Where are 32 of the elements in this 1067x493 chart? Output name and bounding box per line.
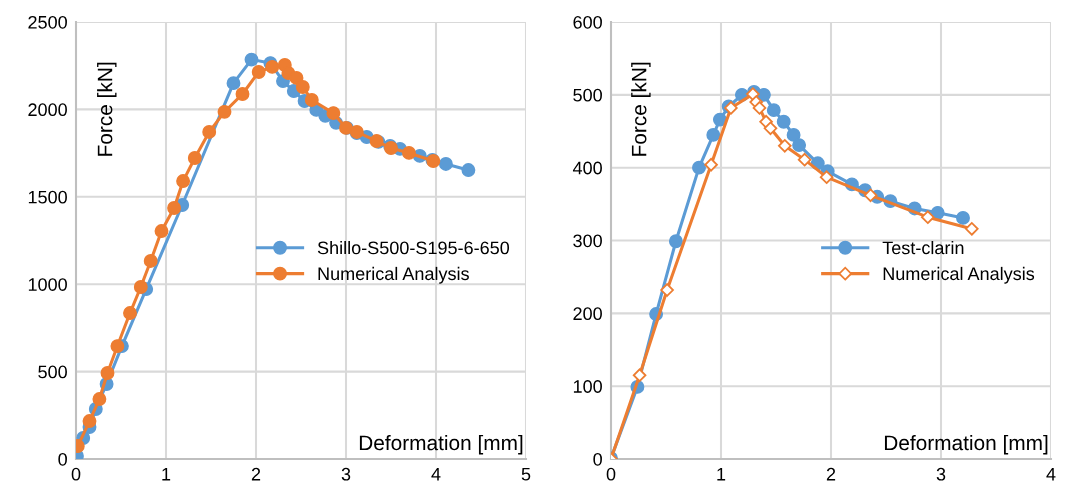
x-tick-label: 2 [826,467,836,481]
y-tick-label: 500 [38,365,67,379]
y-tick-label: 1000 [28,278,67,291]
x-tick-label: 5 [521,468,531,481]
y-tick-label: 0 [593,452,602,466]
y-axis-title: Force [kN] [631,62,651,156]
x-tick-label: 1 [162,468,171,481]
y-tick-label: 200 [573,307,602,321]
y-tick-label: 600 [573,15,602,29]
y-tick-label: 400 [572,161,602,175]
y-axis-title: Force [kN] [97,62,117,156]
x-tick-label: 1 [717,468,726,481]
x-tick-label: 4 [1046,468,1056,481]
x-tick-label: 4 [431,468,441,481]
y-tick-label: 1500 [28,190,67,204]
x-tick-label: 0 [606,467,616,481]
y-tick-label: 100 [573,380,602,393]
y-tick-label: 2000 [28,103,67,117]
y-tick-label: 500 [573,88,602,102]
legend-label: Test-clarin [882,241,964,255]
x-axis-title: Deformation [mm] [359,434,523,455]
legend-label: Numerical Analysis [318,266,469,284]
x-tick-label: 3 [341,467,351,481]
legend-label: Numerical Analysis [883,266,1035,284]
x-tick-label: 2 [251,467,261,481]
y-tick-label: 0 [58,452,67,466]
legend-label: Shillo-S500-S195-6-650 [317,241,510,255]
x-tick-label: 3 [936,467,946,481]
y-tick-label: 300 [573,234,602,248]
x-tick-label: 0 [71,467,81,481]
y-tick-label: 2500 [28,15,67,29]
x-axis-title: Deformation [mm] [884,434,1048,455]
